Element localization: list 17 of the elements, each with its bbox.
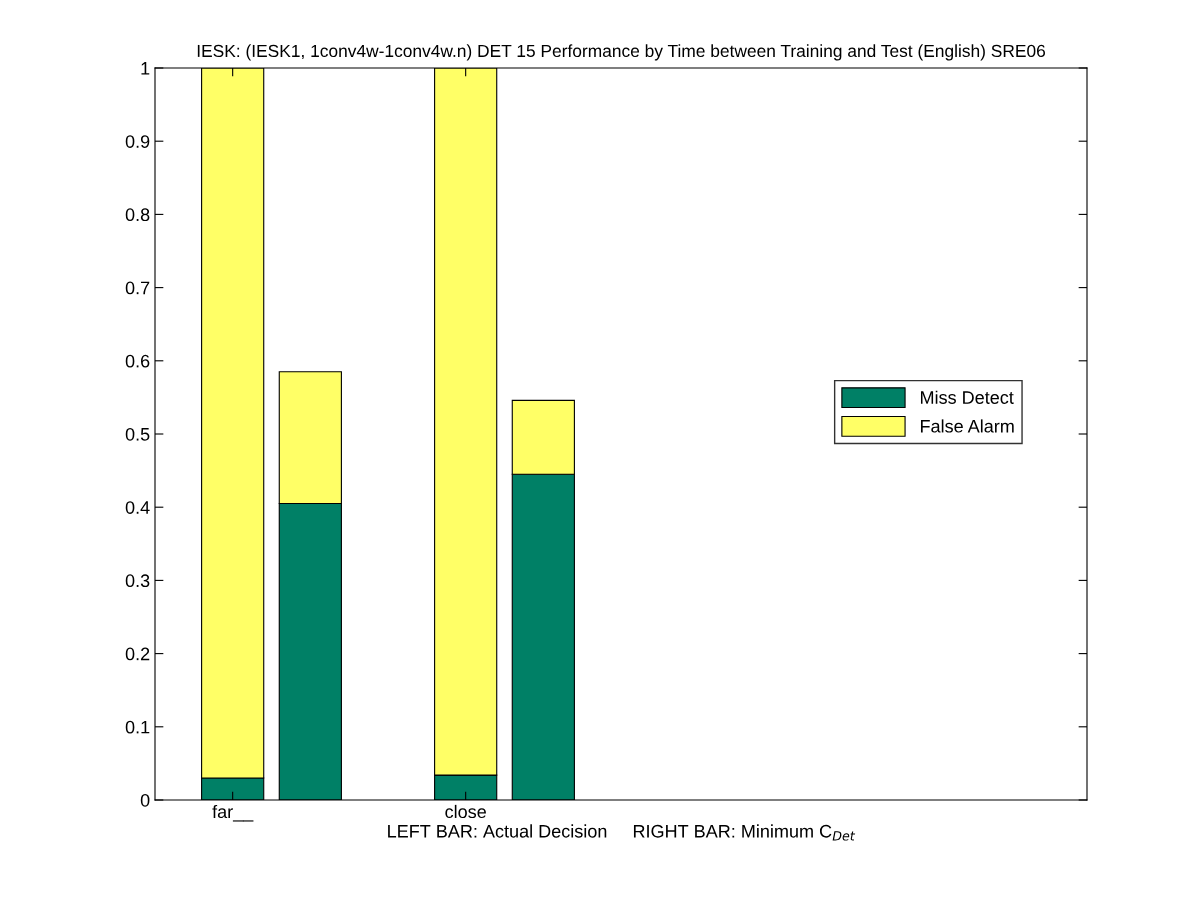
y-tick-label: 0.8 bbox=[125, 208, 150, 222]
legend-label: Miss Detect bbox=[920, 390, 1014, 404]
chart-title: IESK: (IESK1, 1conv4w-1conv4w.n) DET 15 Performance by Time between Training and Test (English) SRE06 bbox=[197, 44, 1046, 61]
y-tick-label: 0.3 bbox=[125, 574, 150, 588]
x-tick-label: far__ bbox=[212, 804, 254, 822]
y-tick-label: 0.5 bbox=[125, 427, 150, 441]
y-tick-label: 0.2 bbox=[125, 647, 150, 661]
y-tick-label: 0.7 bbox=[125, 281, 150, 295]
y-tick-label: 0.1 bbox=[125, 720, 150, 734]
y-tick-label: 0 bbox=[140, 793, 150, 807]
y-tick-label: 1 bbox=[141, 62, 150, 75]
legend-label: False Alarm bbox=[920, 419, 1014, 433]
y-tick-label: 0.6 bbox=[125, 354, 150, 368]
y-tick-label: 0.9 bbox=[125, 135, 150, 148]
y-tick-label: 0.4 bbox=[125, 501, 150, 514]
x-tick-label: close bbox=[445, 804, 486, 819]
x-axis-title: LEFT BAR: Actual Decision RIGHT BAR: Minimum C$_{Det}$ bbox=[388, 824, 856, 841]
